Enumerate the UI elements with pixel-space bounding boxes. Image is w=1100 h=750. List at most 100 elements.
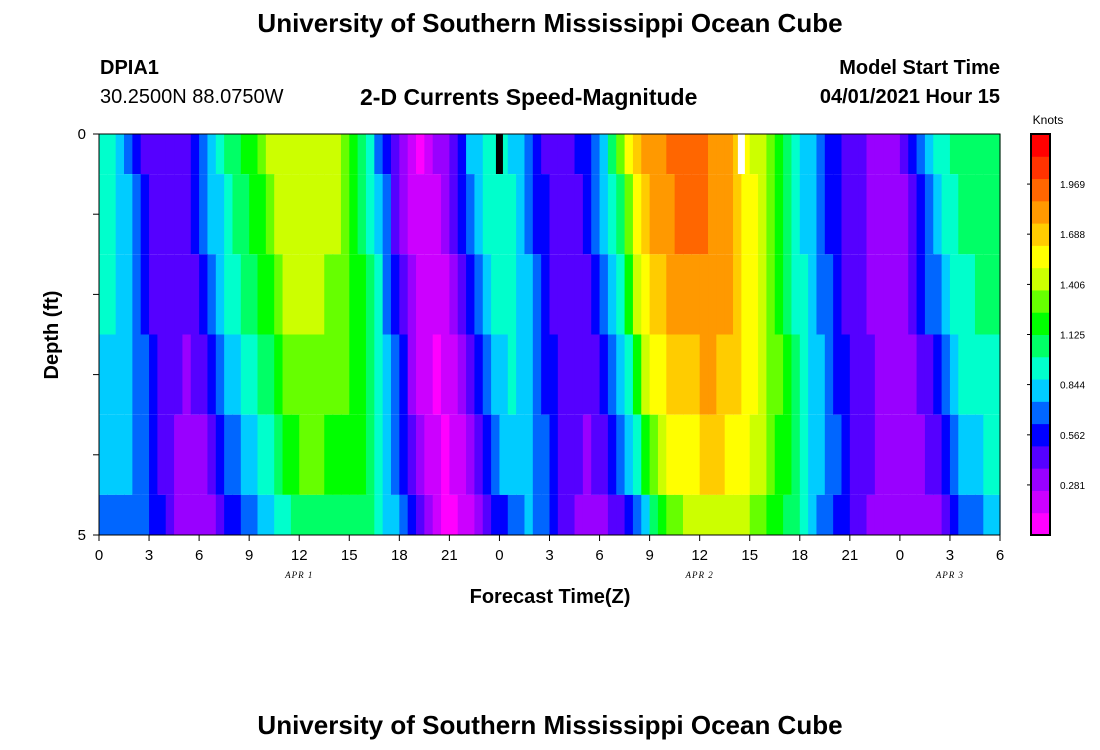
heatmap-cell	[224, 494, 234, 535]
colorbar-tick-label: 1.969	[1060, 180, 1085, 191]
heatmap-cell	[466, 174, 476, 255]
heatmap-cell	[816, 334, 826, 415]
heatmap-cell	[641, 254, 651, 335]
heatmap-cell	[249, 334, 259, 415]
heatmap-cell	[499, 174, 509, 255]
heatmap-cell	[958, 334, 968, 415]
heatmap-cell	[874, 414, 884, 495]
x-tick-label: 3	[145, 547, 153, 564]
heatmap-cell	[649, 254, 659, 335]
colorbar-segment	[1031, 423, 1050, 447]
heatmap-cell	[991, 254, 1001, 335]
heatmap-cell	[290, 414, 300, 495]
heatmap-cell	[215, 174, 225, 255]
heatmap-cell	[491, 254, 501, 335]
heatmap-cell	[115, 334, 125, 415]
heatmap-cell	[816, 494, 826, 535]
heatmap-cell	[307, 414, 317, 495]
heatmap-cell	[791, 414, 801, 495]
heatmap-cell	[758, 254, 767, 335]
heatmap-cell	[624, 134, 634, 175]
heatmap-cell	[566, 494, 576, 535]
heatmap-cell	[149, 254, 158, 335]
heatmap-cell	[174, 494, 184, 535]
heatmap-cell	[424, 494, 434, 535]
heatmap-cell	[632, 414, 642, 495]
heatmap-cell	[774, 174, 784, 255]
heatmap-cell	[99, 254, 108, 335]
heatmap-cell	[991, 414, 1001, 495]
heatmap-cell	[699, 494, 709, 535]
heatmap-cell	[374, 254, 384, 335]
heatmap-cell	[674, 134, 684, 175]
heatmap-cell	[416, 134, 425, 175]
date-label: APR 2	[685, 570, 714, 580]
heatmap-cell	[199, 174, 209, 255]
colorbar-segment	[1031, 401, 1050, 425]
heatmap-cell	[916, 134, 926, 175]
heatmap-cell	[724, 494, 734, 535]
heatmap-cell	[182, 174, 192, 255]
heatmap-cell	[891, 334, 901, 415]
heatmap-cell	[190, 254, 200, 335]
heatmap-cell	[507, 334, 517, 415]
heatmap-cell	[482, 254, 492, 335]
heatmap-cell	[399, 134, 409, 175]
heatmap-cell	[941, 174, 951, 255]
heatmap-cell	[958, 494, 968, 535]
heatmap-cell	[466, 134, 476, 175]
heatmap-cells	[99, 134, 1001, 535]
heatmap-cell	[407, 254, 417, 335]
heatmap-cell	[574, 134, 584, 175]
heatmap-cell	[891, 414, 901, 495]
heatmap-cell	[849, 254, 859, 335]
colorbar-segment	[1031, 156, 1050, 180]
heatmap-cell	[541, 414, 551, 495]
heatmap-cell	[591, 414, 601, 495]
heatmap-cell	[324, 254, 334, 335]
heatmap-cell	[883, 414, 893, 495]
model-start-label: Model Start Time	[839, 57, 1000, 79]
heatmap-cell	[349, 414, 359, 495]
heatmap-cell	[749, 414, 759, 495]
heatmap-cell	[332, 334, 342, 415]
heatmap-cell	[524, 494, 534, 535]
heatmap-cell	[516, 334, 526, 415]
heatmap-cell	[833, 254, 843, 335]
heatmap-cell	[199, 334, 209, 415]
heatmap-cell	[824, 334, 834, 415]
heatmap-cell	[541, 254, 551, 335]
heatmap-cell	[365, 174, 375, 255]
heatmap-cell	[924, 174, 934, 255]
heatmap-cell	[190, 334, 200, 415]
heatmap-cell	[799, 254, 809, 335]
heatmap-cell	[816, 134, 826, 175]
heatmap-cell	[557, 254, 567, 335]
heatmap-cell	[841, 414, 851, 495]
heatmap-cell	[866, 174, 876, 255]
heatmap-cell	[607, 254, 617, 335]
heatmap-cell	[866, 334, 876, 415]
heatmap-cell	[749, 494, 759, 535]
heatmap-cell	[616, 414, 626, 495]
x-tick-label: 6	[595, 547, 603, 564]
heatmap-cell	[849, 494, 859, 535]
heatmap-cell	[666, 134, 676, 175]
heatmap-cell	[591, 334, 601, 415]
heatmap-cell	[541, 334, 551, 415]
heatmap-cell	[657, 414, 667, 495]
heatmap-cell	[124, 134, 133, 175]
heatmap-cell	[766, 174, 776, 255]
heatmap-cell	[799, 134, 809, 175]
heatmap-cell	[799, 494, 809, 535]
heatmap-cell	[240, 334, 250, 415]
heatmap-cell	[332, 494, 342, 535]
heatmap-cell	[899, 414, 909, 495]
heatmap-cell	[349, 174, 359, 255]
heatmap-cell	[591, 494, 601, 535]
heatmap-cell	[349, 334, 359, 415]
heatmap-cell	[599, 494, 609, 535]
heatmap-cell	[132, 334, 142, 415]
colorbar-tick-label: 1.125	[1060, 331, 1085, 342]
heatmap-cell	[908, 254, 918, 335]
